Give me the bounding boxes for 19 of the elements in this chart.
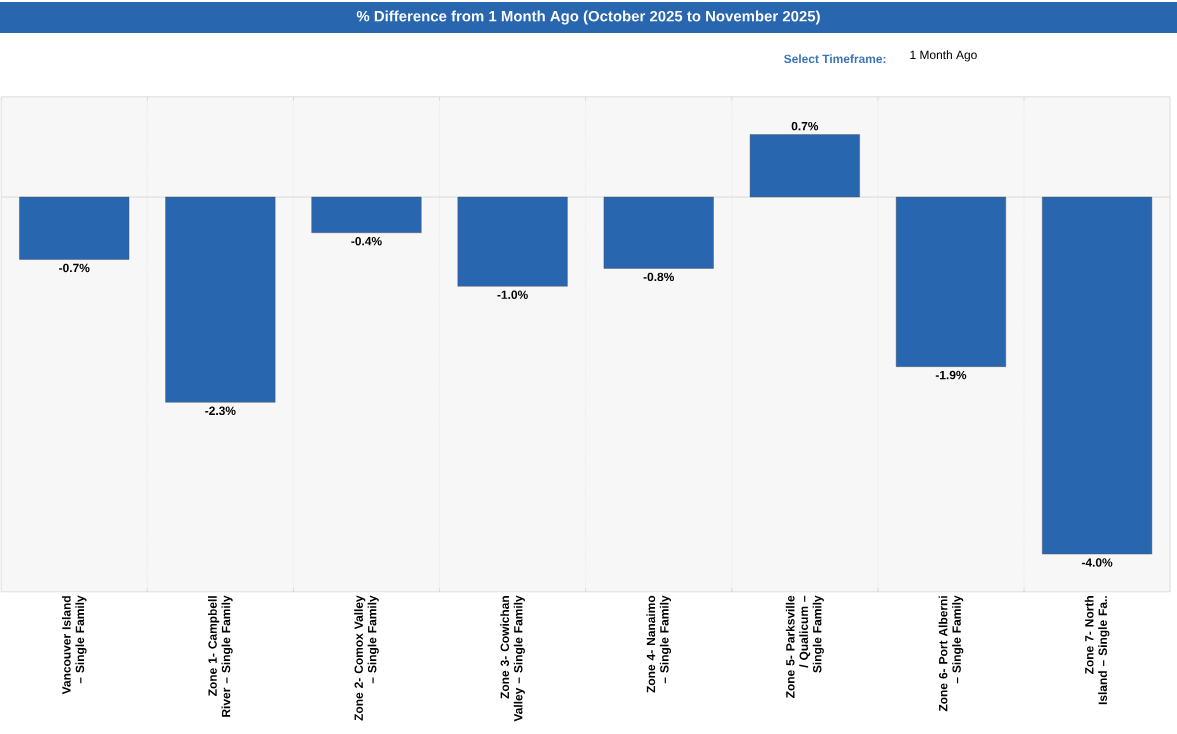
- x-tick-label: Zone 5- Parksville / Qualicum – Single Family: [785, 595, 824, 699]
- x-tick-label: Vancouver Island – Single Family: [61, 595, 87, 695]
- chart-title: % Difference from 1 Month Ago (October 2025 to November 2025): [356, 10, 820, 25]
- x-tick-label: Zone 2- Comox Valley – Single Family: [354, 595, 379, 721]
- x-tick-label: Zone 4- Nanaimo – Single Family: [646, 595, 672, 693]
- text: Select Timeframe:: [784, 54, 886, 64]
- x-tick-label: Zone 3- Cowichan Valley – Single Family: [500, 595, 525, 722]
- x-tick-label: Zone 7- North Island – Single Fa..: [1084, 596, 1110, 705]
- data-label: -0.7%: [59, 263, 90, 273]
- text: 1 Month Ago: [910, 50, 977, 62]
- data-label: -0.4%: [351, 237, 382, 246]
- data-label: -2.3%: [205, 406, 236, 416]
- data-label: -4.0%: [1081, 558, 1113, 567]
- data-label: -1.0%: [497, 290, 528, 300]
- data-label: -0.8%: [643, 272, 675, 282]
- x-tick-label: Zone 6- Port Alberni – Single Family: [938, 595, 964, 712]
- x-tick-label: Zone 1- Campbell River – Single Family: [208, 595, 233, 717]
- data-label: -1.9%: [935, 371, 967, 380]
- data-label: 0.7%: [791, 122, 819, 131]
